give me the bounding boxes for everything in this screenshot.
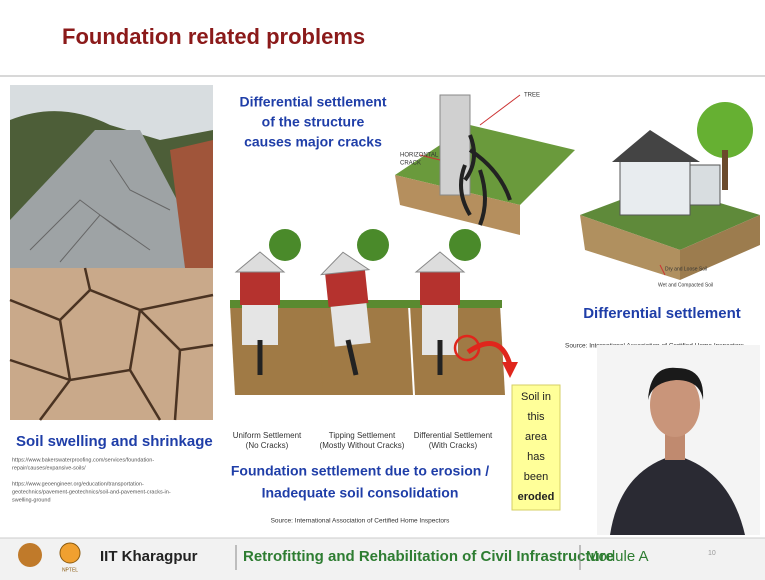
bottom-source: Source: International Association of Cer…: [271, 518, 451, 525]
house-wall: [240, 270, 280, 305]
logo-text: NPTEL: [62, 567, 78, 573]
module: Module A: [586, 548, 649, 565]
callout-line: this: [527, 411, 545, 423]
source-url: https://www.bakerswaterproofing.com/serv…: [12, 457, 154, 463]
callout-line: Soil in: [521, 391, 551, 403]
left-caption: Soil swelling and shrinkage: [16, 433, 213, 450]
right-caption: Differential settlement: [583, 305, 741, 322]
slide: Foundation related problems Soil swellin…: [0, 0, 765, 580]
bottom-caption: Inadequate soil consolidation: [262, 485, 459, 501]
heading-line: causes major cracks: [244, 134, 382, 150]
soil-label: Dry and Loose Soil: [665, 266, 707, 272]
page-number: 10: [708, 550, 716, 557]
source-url: repair/causes/expansive-soils/: [12, 465, 86, 471]
tree-label: TREE: [524, 93, 540, 99]
soil-label: Wet and Compacted Soil: [658, 282, 713, 288]
house-wall: [420, 270, 460, 305]
house-caption: Tipping Settlement: [329, 431, 396, 440]
iit-logo: [18, 543, 42, 567]
house-caption: (Mostly Without Cracks): [320, 441, 405, 450]
foundation: [331, 303, 371, 347]
nptel-logo: [60, 543, 80, 563]
tree: [449, 229, 481, 261]
soil-photo: [10, 268, 213, 420]
course: Retrofitting and Rehabilitation of Civil…: [243, 548, 614, 565]
heading-line: of the structure: [262, 114, 365, 130]
house-caption: (With Cracks): [429, 441, 478, 450]
callout-line: area: [525, 431, 548, 443]
callout-line: eroded: [518, 491, 555, 503]
house-caption: Uniform Settlement: [233, 431, 302, 440]
title: Foundation related problems: [62, 24, 365, 49]
source-url: swelling-ground: [12, 497, 51, 503]
crack-label: CRACK: [400, 161, 421, 167]
heading-line: Differential settlement: [239, 94, 386, 110]
institute: IIT Kharagpur: [100, 548, 198, 565]
foundation: [242, 305, 278, 345]
road-photo: [10, 85, 213, 268]
bottom-caption: Foundation settlement due to erosion /: [231, 463, 489, 479]
house-caption: (No Cracks): [246, 441, 289, 450]
tree: [357, 229, 389, 261]
crack-label: HORIZONTAL: [400, 153, 439, 159]
tree: [269, 229, 301, 261]
source-url: https://www.geoengineer.org/education/tr…: [12, 481, 144, 487]
callout-line: has: [527, 451, 545, 463]
source-url: geotechnics/pavement-geotechnics/soil-an…: [12, 489, 171, 495]
house-caption: Differential Settlement: [414, 431, 493, 440]
presenter-video: [597, 345, 760, 535]
callout-line: been: [524, 471, 548, 483]
